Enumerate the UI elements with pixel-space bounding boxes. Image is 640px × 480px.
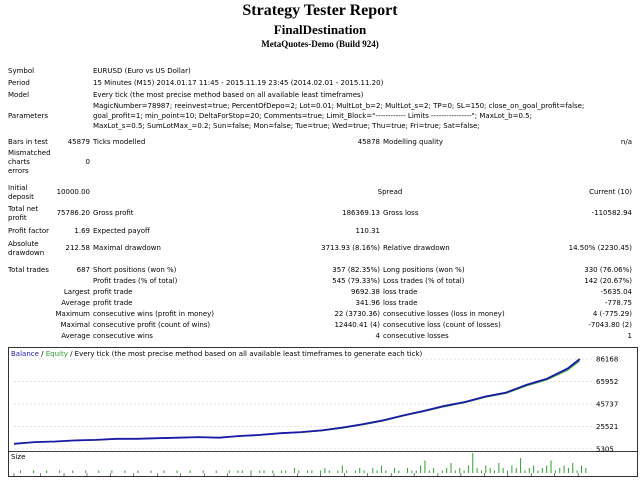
parameters-line-3: MaxLot_s=0.5; SumLotMax_=0.2; Sun=false;… [93, 122, 480, 130]
parameters-line-2: goal_profit=1; min_point=10; DeltaForSto… [93, 112, 532, 120]
largest-label: Largest [63, 288, 90, 296]
abs-drawdown-value: 212.58 [65, 244, 91, 252]
long-positions-label: Long positions (won %) [383, 266, 465, 274]
equity-legend: Equity [46, 350, 68, 358]
balance-line [13, 358, 581, 445]
max-cons-wins-label: consecutive wins (profit in money) [93, 310, 215, 318]
maximal-label: Maximal [60, 321, 90, 329]
gross-loss-label: Gross loss [383, 209, 419, 217]
ticks-value: 45878 [357, 138, 380, 146]
y-axis-ticks: 86168 65952 45737 25521 5305 [596, 356, 618, 454]
symbol-label: Symbol [8, 67, 35, 75]
abs-drawdown-label-1: Absolute [8, 240, 39, 248]
average-label: Average [61, 299, 90, 307]
parameters-line-1: MagicNumber=78987; reeinvest=true; Perce… [93, 102, 585, 110]
max-drawdown-label: Maximal drawdown [93, 244, 161, 252]
avg-cons-wins-value: 4 [375, 332, 380, 340]
server-build: MetaQuotes-Demo (Build 924) [261, 39, 379, 49]
max-cons-losses-value: 4 (-775.29) [592, 310, 632, 318]
expected-payoff-label: Expected payoff [93, 227, 150, 235]
total-trades-value: 687 [76, 266, 90, 274]
initial-deposit-value: 10000.00 [56, 188, 90, 196]
short-positions-value: 357 (82.35%) [332, 266, 380, 274]
initial-deposit-label-1: Initial [8, 184, 28, 192]
abs-drawdown-label-2: drawdown [8, 249, 45, 257]
y-tick-label: 65952 [596, 378, 618, 386]
symbol-value: EURUSD (Euro vs US Dollar) [93, 67, 191, 75]
quality-label: Modelling quality [383, 138, 443, 146]
maximal-profit-label: consecutive profit (count of wins) [93, 321, 211, 329]
period-value: 15 Minutes (M15) 2014.01.17 11:45 - 2015… [93, 79, 384, 87]
long-positions-value: 330 (76.06%) [584, 266, 632, 274]
short-positions-label: Short positions (won %) [93, 266, 177, 274]
expected-payoff-value: 110.31 [355, 227, 381, 235]
maximal-profit-value: 12440.41 (4) [334, 321, 380, 329]
bars-label: Bars in test [8, 138, 48, 146]
loss-trades-value: 142 (20.67%) [584, 277, 632, 285]
spread-value: Current (10) [589, 188, 632, 196]
mismatched-label-1: Mismatched [8, 149, 51, 157]
profit-trades-value: 545 (79.33%) [332, 277, 380, 285]
parameters-label: Parameters [8, 112, 49, 120]
spread-label: Spread [377, 188, 403, 196]
max-cons-losses-label: consecutive losses (loss in money) [383, 310, 505, 318]
profit-factor-value: 1.69 [74, 227, 90, 235]
net-profit-label-2: profit [8, 214, 27, 222]
ticks-label: Ticks modelled [93, 138, 146, 146]
chart-header: Balance / Equity / Every tick (the most … [11, 350, 422, 358]
period-label: Period [8, 79, 30, 87]
mismatched-label-3: errors [8, 167, 29, 175]
maximal-loss-value: -7043.80 (2) [588, 321, 632, 329]
average-loss-value: -778.75 [604, 299, 632, 307]
profit-trades-label: Profit trades (% of total) [93, 277, 178, 285]
quality-value: n/a [620, 138, 632, 146]
bars-value: 45879 [67, 138, 90, 146]
avg-cons-losses-label: consecutive losses [383, 332, 449, 340]
chart-frame [8, 347, 638, 477]
initial-deposit-label-2: deposit [8, 193, 34, 201]
maximum-label: Maximum [55, 310, 91, 318]
gross-profit-value: 186369.13 [342, 209, 380, 217]
mismatched-label-2: charts [8, 158, 30, 166]
profit-factor-label: Profit factor [8, 227, 49, 235]
size-label: Size [11, 453, 25, 461]
model-value: Every tick (the most precise method base… [93, 91, 364, 99]
largest-loss-label: loss trade [383, 288, 418, 296]
y-tick-label: 5305 [596, 446, 614, 454]
average-profit-value: 341.96 [355, 299, 381, 307]
model-label: Model [8, 91, 30, 99]
report-title: Strategy Tester Report [242, 2, 398, 19]
y-tick-label: 86168 [596, 356, 618, 364]
loss-trades-label: Loss trades (% of total) [383, 277, 465, 285]
x-axis-ticks: 0326189118146175203232260289317346374403… [13, 473, 579, 477]
chart-header-rest: / Every tick (the most precise method ba… [68, 350, 423, 358]
gross-profit-label: Gross profit [93, 209, 134, 217]
average-cons-label: Average [61, 332, 90, 340]
legend-separator: / [39, 350, 46, 358]
balance-legend: Balance [11, 350, 39, 358]
average-profit-label: profit trade [93, 299, 133, 307]
rel-drawdown-label: Relative drawdown [383, 244, 450, 252]
size-bars [20, 453, 587, 473]
total-trades-label: Total trades [8, 266, 49, 274]
net-profit-value: 75786.20 [56, 209, 90, 217]
chart-grid [14, 358, 592, 450]
max-cons-wins-value: 22 (3730.36) [334, 310, 380, 318]
balance-chart: Balance / Equity / Every tick (the most … [8, 347, 638, 477]
net-profit-label-1: Total net [8, 205, 39, 213]
largest-profit-label: profit trade [93, 288, 133, 296]
maximal-loss-label: consecutive loss (count of losses) [383, 321, 501, 329]
avg-cons-losses-value: 1 [627, 332, 632, 340]
gross-loss-value: -110582.94 [591, 209, 632, 217]
y-tick-label: 25521 [596, 423, 618, 431]
y-tick-label: 45737 [596, 400, 618, 408]
expert-name: FinalDestination [273, 22, 367, 37]
largest-profit-value: 9692.38 [351, 288, 380, 296]
largest-loss-value: -5635.04 [600, 288, 632, 296]
mismatched-value: 0 [85, 158, 90, 166]
avg-cons-wins-label: consecutive wins [93, 332, 153, 340]
max-drawdown-value: 3713.93 (8.16%) [321, 244, 380, 252]
average-loss-label: loss trade [383, 299, 418, 307]
rel-drawdown-value: 14.50% (2230.45) [568, 244, 632, 252]
